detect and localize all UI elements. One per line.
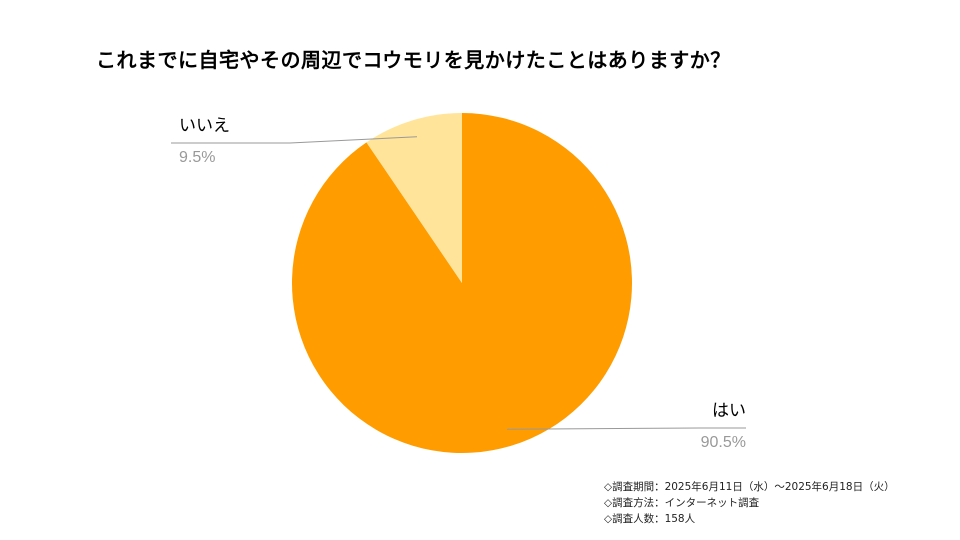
leader-line [506,427,746,430]
slice-label: いいえ [179,116,230,136]
footnote-period: ◇調査期間：2025年6月11日（水）〜2025年6月18日（火） [604,481,895,493]
slice-label: はい [712,401,746,421]
slice-percent-label: 90.5% [701,434,746,451]
survey-footnotes: ◇調査期間：2025年6月11日（水）〜2025年6月18日（火） ◇調査方法：… [604,479,895,527]
pie-slice [292,113,633,454]
pie-slices [292,113,633,454]
chart-title: これまでに自宅やその周辺でコウモリを見かけたことはありますか？ [96,48,731,72]
slice-labels: はい 90.5% いいえ 9.5% [179,116,746,451]
footnote-method: ◇調査方法：インターネット調査 [604,497,760,509]
pie-slice [366,113,462,283]
leader-lines [171,136,746,430]
slice-percent-label: 9.5% [179,149,215,166]
leader-line [171,136,418,144]
footnote-respondents: ◇調査人数：158人 [604,513,696,525]
